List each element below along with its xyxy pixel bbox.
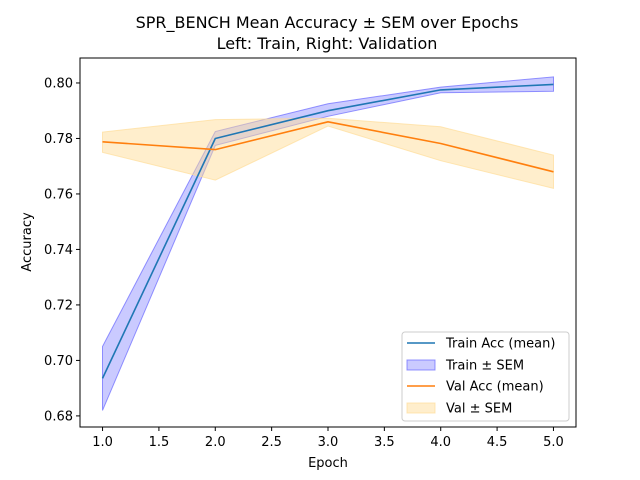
x-tick-label: 4.5 (487, 435, 508, 450)
legend-label: Train ± SEM (445, 359, 524, 374)
x-tick-label: 1.0 (92, 435, 113, 450)
y-tick-label: 0.76 (44, 187, 73, 202)
chart-title: SPR_BENCH Mean Accuracy ± SEM over Epoch… (136, 13, 519, 33)
mean-line-val (102, 121, 554, 173)
y-tick-label: 0.70 (44, 354, 73, 369)
y-axis-label: Accuracy (20, 212, 35, 272)
x-tick-label: 5.0 (543, 435, 564, 450)
x-tick-label: 2.5 (261, 435, 282, 450)
x-tick-label: 3.0 (318, 435, 339, 450)
mean-lines (101, 83, 554, 379)
x-tick-label: 3.5 (374, 435, 395, 450)
sem-band-train (102, 76, 554, 411)
mean-line-train (101, 83, 554, 379)
sem-bands (102, 76, 554, 411)
legend-swatch-band (406, 359, 436, 371)
x-axis-label: Epoch (308, 456, 348, 471)
legend-label: Val ± SEM (446, 402, 512, 417)
x-tick-label: 2.0 (205, 435, 226, 450)
x-axis-ticks: 1.0 1.5 2.0 2.5 3.0 3.5 4.0 4.5 5.0 (92, 427, 564, 450)
legend-swatch-band (406, 402, 436, 414)
legend-label: Train Acc (mean) (445, 337, 555, 352)
x-tick-label: 4.0 (430, 435, 451, 450)
x-tick-label: 1.5 (149, 435, 170, 450)
chart-subtitle: Left: Train, Right: Validation (217, 34, 438, 53)
legend-label: Val Acc (mean) (446, 380, 544, 395)
y-tick-label: 0.72 (44, 298, 73, 313)
y-axis-ticks: 0.68 0.70 0.72 0.74 0.76 0.78 0.80 (44, 76, 80, 424)
y-tick-label: 0.80 (44, 76, 73, 91)
y-tick-label: 0.74 (44, 243, 73, 258)
legend: Train Acc (mean) Train ± SEM Val Acc (mean… (401, 331, 570, 422)
y-tick-label: 0.68 (44, 409, 73, 424)
y-tick-label: 0.78 (44, 132, 73, 147)
sem-band-val (102, 117, 554, 190)
legend-box (401, 331, 570, 422)
